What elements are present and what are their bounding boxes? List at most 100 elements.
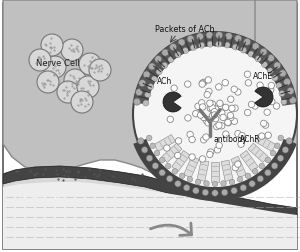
Polygon shape: [162, 143, 182, 163]
Polygon shape: [197, 160, 209, 181]
Circle shape: [152, 163, 159, 169]
Circle shape: [235, 131, 241, 137]
Circle shape: [229, 179, 235, 185]
Circle shape: [172, 169, 178, 174]
Circle shape: [162, 49, 169, 56]
Circle shape: [199, 81, 206, 87]
Circle shape: [216, 32, 223, 39]
Circle shape: [262, 61, 268, 68]
Circle shape: [216, 122, 222, 129]
Circle shape: [212, 106, 219, 112]
Text: antibody: antibody: [214, 135, 248, 144]
Circle shape: [219, 110, 225, 116]
Circle shape: [223, 131, 229, 137]
Circle shape: [222, 80, 228, 86]
Circle shape: [232, 105, 238, 111]
Circle shape: [175, 138, 182, 144]
Circle shape: [225, 119, 231, 125]
Circle shape: [216, 41, 222, 47]
Circle shape: [218, 103, 224, 109]
Circle shape: [264, 109, 270, 115]
Circle shape: [241, 47, 247, 53]
Circle shape: [167, 175, 173, 182]
Circle shape: [210, 105, 216, 111]
Circle shape: [196, 33, 203, 40]
Circle shape: [286, 138, 292, 144]
Circle shape: [265, 170, 271, 176]
Circle shape: [155, 56, 162, 62]
Circle shape: [239, 132, 245, 139]
Circle shape: [152, 76, 158, 82]
Circle shape: [235, 89, 241, 95]
Circle shape: [268, 87, 274, 93]
Circle shape: [189, 154, 195, 160]
Circle shape: [189, 136, 195, 143]
Text: Muscle Cell: Muscle Cell: [18, 196, 66, 205]
Circle shape: [216, 142, 222, 148]
Circle shape: [206, 88, 212, 94]
Circle shape: [231, 187, 237, 194]
Circle shape: [260, 120, 267, 127]
Circle shape: [245, 80, 252, 86]
Circle shape: [248, 101, 255, 108]
Circle shape: [284, 78, 291, 85]
Circle shape: [156, 69, 162, 75]
Polygon shape: [221, 160, 233, 181]
Circle shape: [37, 71, 59, 93]
Circle shape: [240, 184, 247, 191]
Circle shape: [207, 100, 213, 106]
Circle shape: [200, 104, 206, 110]
Circle shape: [203, 118, 210, 124]
Circle shape: [206, 32, 213, 39]
Polygon shape: [3, 166, 297, 249]
Text: AChR: AChR: [240, 135, 261, 144]
Circle shape: [179, 173, 185, 179]
Circle shape: [217, 100, 223, 107]
Circle shape: [212, 190, 218, 196]
Circle shape: [145, 92, 151, 98]
Circle shape: [224, 42, 230, 48]
Circle shape: [252, 43, 259, 50]
Circle shape: [212, 181, 218, 187]
Circle shape: [216, 84, 222, 90]
Circle shape: [259, 163, 265, 169]
Circle shape: [200, 114, 207, 121]
Circle shape: [209, 112, 216, 119]
Polygon shape: [184, 156, 199, 178]
Circle shape: [227, 115, 234, 121]
Circle shape: [187, 177, 193, 182]
Circle shape: [210, 107, 216, 114]
Polygon shape: [255, 0, 297, 147]
Circle shape: [221, 181, 226, 186]
Polygon shape: [248, 143, 268, 163]
Circle shape: [255, 56, 261, 62]
Polygon shape: [3, 0, 280, 178]
Circle shape: [207, 41, 213, 47]
Circle shape: [265, 157, 271, 163]
Circle shape: [232, 165, 239, 171]
Circle shape: [185, 115, 191, 121]
Circle shape: [209, 104, 215, 111]
Circle shape: [57, 81, 79, 103]
Circle shape: [168, 57, 174, 62]
Circle shape: [175, 180, 181, 187]
Circle shape: [282, 147, 289, 153]
Circle shape: [207, 105, 214, 111]
Circle shape: [29, 49, 51, 71]
Text: ACh: ACh: [158, 77, 172, 86]
Circle shape: [197, 112, 204, 118]
Circle shape: [281, 99, 287, 105]
Circle shape: [199, 42, 205, 48]
Circle shape: [212, 115, 219, 122]
Circle shape: [154, 150, 160, 156]
Circle shape: [208, 149, 214, 155]
Circle shape: [214, 123, 220, 130]
Circle shape: [159, 170, 165, 176]
Circle shape: [164, 97, 170, 104]
Circle shape: [141, 147, 148, 153]
Circle shape: [200, 137, 207, 143]
Circle shape: [133, 32, 297, 196]
Circle shape: [262, 122, 269, 128]
Polygon shape: [3, 182, 297, 249]
Circle shape: [64, 69, 86, 91]
